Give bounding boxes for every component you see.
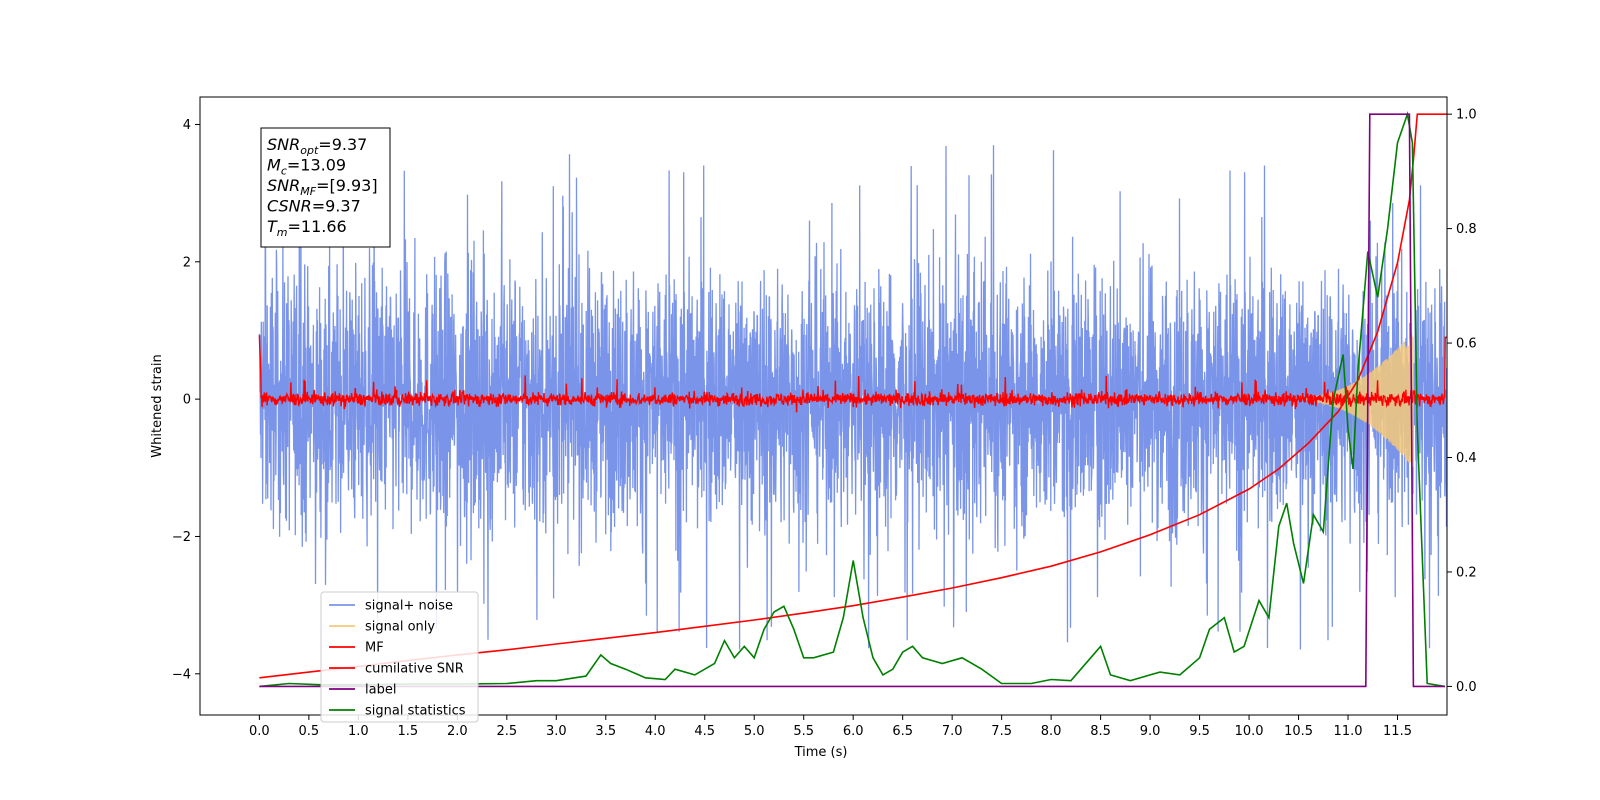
legend-entry: signal statistics — [365, 704, 466, 719]
legend-entry: cumilative SNR — [365, 662, 464, 677]
series-line-cumilative-snr — [259, 113, 1447, 679]
series-line-mf — [258, 335, 1447, 413]
x-tick-label: 2.0 — [447, 724, 468, 739]
y-right-tick-label: 0.6 — [1456, 337, 1477, 352]
y-tick-label: −4 — [172, 667, 191, 682]
x-tick-label: 3.5 — [595, 724, 616, 739]
plot-frame — [199, 96, 1448, 716]
x-tick-label: 7.0 — [942, 724, 963, 739]
y-axis-label: Whitened strain — [150, 354, 165, 457]
y-tick-label: 2 — [183, 255, 191, 270]
x-tick-label: 8.0 — [1041, 724, 1062, 739]
x-tick-label: 6.5 — [892, 724, 913, 739]
y-tick-label: 4 — [183, 118, 191, 133]
series-line-signal-statistics — [259, 111, 1446, 688]
legend: signal+ noise signal only MF cumilative SNR… — [320, 591, 479, 723]
x-tick-label: 9.0 — [1140, 724, 1161, 739]
x-tick-label: 1.0 — [348, 724, 369, 739]
legend-entry: signal only — [365, 620, 435, 635]
x-tick-label: 6.0 — [843, 724, 864, 739]
x-tick-label: 0.0 — [249, 724, 270, 739]
annotation-line: Mc=13.09 — [267, 156, 346, 178]
x-tick-label: 10.5 — [1284, 724, 1313, 739]
x-axis-label: Time (s) — [794, 745, 848, 760]
x-tick-label: 8.5 — [1090, 724, 1111, 739]
annotation-line: CSNR=9.37 — [267, 197, 361, 216]
x-tick-label: 0.5 — [299, 724, 320, 739]
x-tick-label: 3.0 — [546, 724, 567, 739]
series-layer — [258, 111, 1447, 688]
legend-frame — [320, 591, 479, 723]
axes-layer: 0.0 0.5 1.0 1.5 2.0 2.5 3.0 3.5 4.0 4.5 5.0 5.5 6.0 6… — [172, 108, 1477, 739]
y-right-tick-label: 1.0 — [1456, 108, 1477, 123]
annotation-line: Tm=11.66 — [267, 217, 347, 239]
annotation-line: SNRopt=9.37 — [267, 135, 367, 157]
legend-entry: signal+ noise — [365, 599, 453, 614]
x-tick-label: 4.0 — [645, 724, 666, 739]
series-line-signal-noise — [258, 145, 1447, 650]
annotation-box: SNRopt=9.37Mc=13.09SNRMF=[9.93]CSNR=9.37… — [260, 127, 391, 248]
y-right-tick-label: 0.2 — [1456, 565, 1477, 580]
legend-entry: label — [365, 683, 396, 698]
x-tick-label: 5.0 — [744, 724, 765, 739]
y-right-tick-label: 0.8 — [1456, 222, 1477, 237]
x-tick-label: 7.5 — [991, 724, 1012, 739]
legend-entry: MF — [365, 641, 384, 656]
series-line-label — [259, 113, 1445, 688]
x-tick-label: 11.0 — [1334, 724, 1363, 739]
y-tick-label: 0 — [183, 393, 191, 408]
x-tick-label: 1.5 — [397, 724, 418, 739]
x-tick-label: 9.5 — [1189, 724, 1210, 739]
y-right-tick-label: 0.4 — [1456, 451, 1477, 466]
y-right-tick-label: 0.0 — [1456, 680, 1477, 695]
x-tick-label: 11.5 — [1383, 724, 1412, 739]
annotation-line: SNRMF=[9.93] — [267, 176, 378, 198]
y-tick-label: −2 — [172, 530, 191, 545]
x-tick-label: 4.5 — [694, 724, 715, 739]
x-tick-label: 10.0 — [1235, 724, 1264, 739]
x-tick-label: 2.5 — [496, 724, 517, 739]
annotation-frame — [260, 127, 391, 248]
x-tick-label: 5.5 — [793, 724, 814, 739]
